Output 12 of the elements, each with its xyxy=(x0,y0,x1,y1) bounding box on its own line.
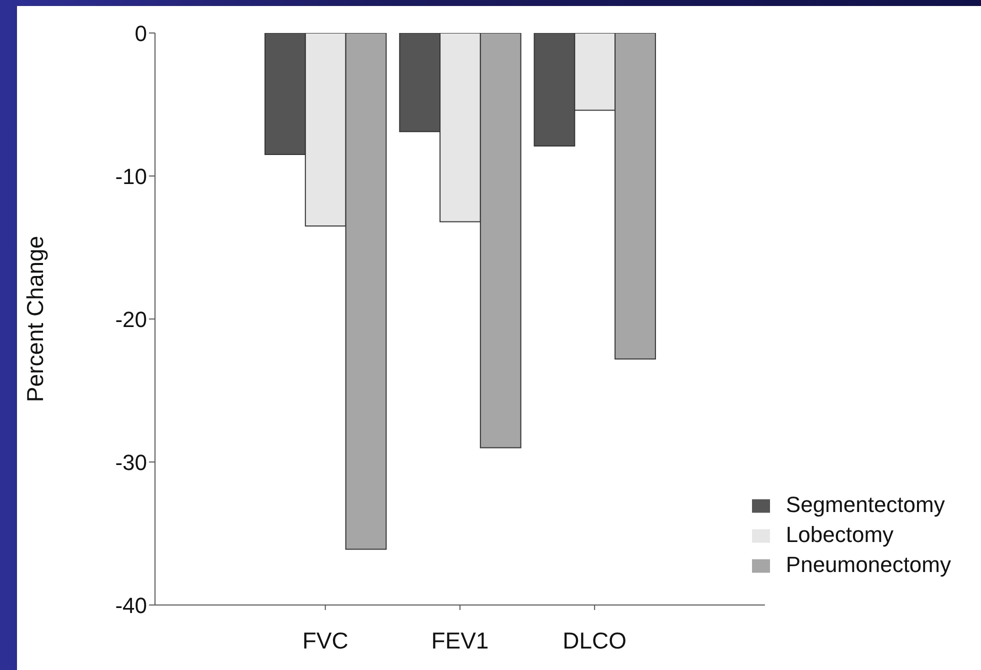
y-tick-label: -10 xyxy=(115,164,147,189)
x-tick-label: DLCO xyxy=(562,627,627,654)
x-tick-label: FEV1 xyxy=(431,627,489,654)
y-tick-label: -30 xyxy=(115,450,147,475)
y-axis-title: Percent Change xyxy=(22,236,48,402)
y-tick-label: -40 xyxy=(115,592,147,618)
legend-label: Pneumonectomy xyxy=(786,552,951,577)
x-tick-label: FVC xyxy=(302,627,348,654)
y-tick-label: 0 xyxy=(134,20,147,46)
legend-label: Segmentectomy xyxy=(786,492,945,517)
legend-label: Lobectomy xyxy=(786,522,894,547)
y-tick-label: -20 xyxy=(115,306,147,332)
